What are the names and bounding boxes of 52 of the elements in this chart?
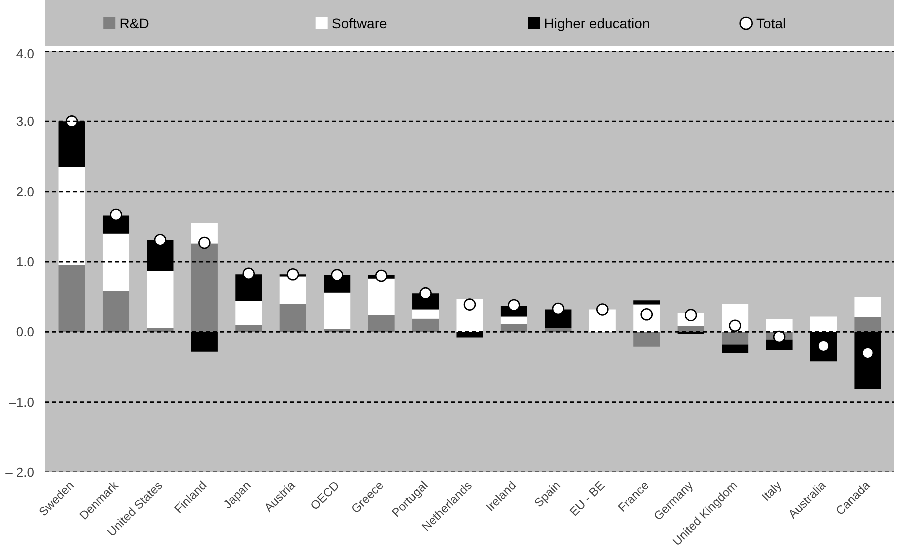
point <box>508 299 520 312</box>
bar <box>236 325 262 332</box>
y-tick-label: 3.0 <box>16 114 35 130</box>
y-tick-label: 4.0 <box>16 46 35 62</box>
point <box>596 304 609 316</box>
bar <box>412 318 440 332</box>
bar <box>147 271 174 328</box>
bar <box>810 316 838 332</box>
bar <box>324 292 351 330</box>
bar <box>634 332 660 347</box>
bar <box>102 291 130 332</box>
y-tick-label: 1.0 <box>16 254 35 270</box>
bar <box>236 301 262 326</box>
bar <box>500 316 528 324</box>
y-tick-label: –1.0 <box>9 394 35 410</box>
bar <box>634 300 660 305</box>
legend-label: Higher education <box>544 16 650 32</box>
legend-label: Software <box>332 16 388 32</box>
bar <box>58 266 86 332</box>
x-tick-label: EU - BE <box>567 478 608 520</box>
bar <box>722 344 749 354</box>
bar <box>854 317 882 332</box>
point <box>420 287 432 300</box>
legend-label: R&D <box>120 16 150 32</box>
bar <box>678 326 704 332</box>
point <box>552 302 565 316</box>
bar <box>280 304 306 332</box>
point <box>242 268 256 280</box>
bar <box>102 234 130 292</box>
bar <box>500 324 528 332</box>
bar <box>722 332 749 345</box>
bar <box>368 315 395 332</box>
point <box>154 234 167 246</box>
point <box>331 269 344 282</box>
y-tick-label: – 2.0 <box>6 465 35 480</box>
point <box>66 116 78 128</box>
point <box>464 298 476 311</box>
point <box>773 330 786 344</box>
point <box>286 268 300 281</box>
point <box>110 208 122 222</box>
bar <box>854 297 882 318</box>
bar <box>58 167 86 266</box>
y-tick-label: 0.0 <box>16 324 35 340</box>
bar <box>191 244 218 332</box>
point <box>862 347 874 360</box>
point <box>198 236 211 250</box>
point <box>729 320 742 332</box>
bar <box>412 310 440 319</box>
point <box>375 270 388 282</box>
x-tick-label: Italy <box>759 478 784 504</box>
legend-label: Total <box>756 16 786 32</box>
y-tick-label: 2.0 <box>16 184 35 200</box>
